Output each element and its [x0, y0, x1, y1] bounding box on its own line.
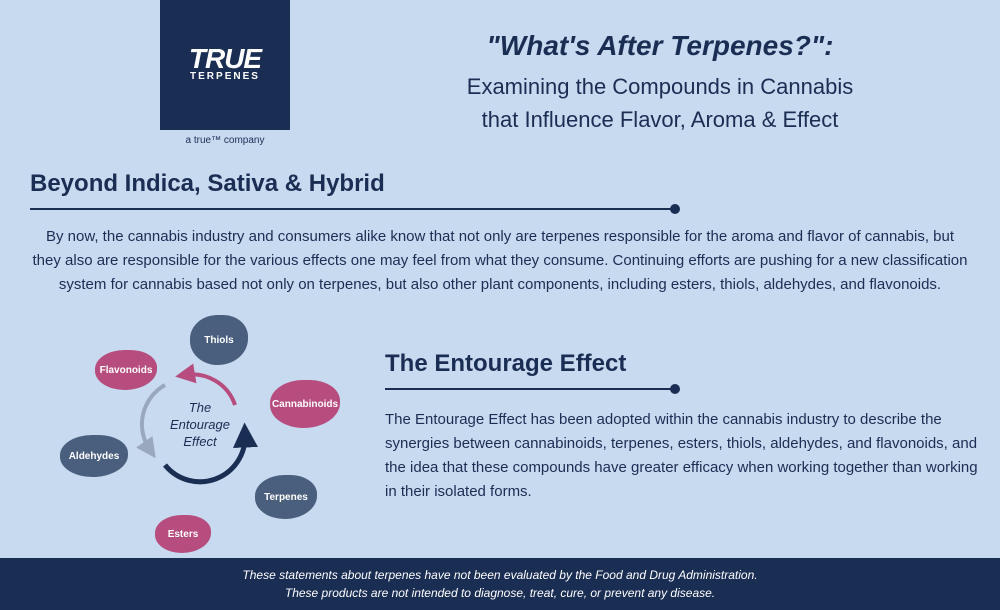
section2-divider: [385, 388, 675, 390]
diagram-center-label: The Entourage Effect: [165, 400, 235, 451]
section2-body: The Entourage Effect has been adopted wi…: [385, 408, 980, 504]
section1-body: By now, the cannabis industry and consum…: [30, 225, 970, 297]
logo-line1: TRUE: [189, 48, 261, 70]
title-sub2: that Influence Flavor, Aroma & Effect: [380, 103, 940, 136]
footer-line2: These products are not intended to diagn…: [0, 584, 1000, 602]
footer-line1: These statements about terpenes have not…: [0, 566, 1000, 584]
section2-heading: The Entourage Effect: [385, 350, 626, 378]
logo-tagline: a true™ company: [160, 135, 290, 146]
logo-block: TRUE TERPENES: [160, 0, 290, 130]
footer: These statements about terpenes have not…: [0, 558, 1000, 610]
title-sub1: Examining the Compounds in Cannabis: [380, 70, 940, 103]
logo-text: TRUE TERPENES: [189, 48, 261, 81]
section1-divider: [30, 208, 675, 210]
logo-line2: TERPENES: [189, 71, 261, 82]
title-block: "What's After Terpenes?": Examining the …: [380, 30, 940, 136]
section1-heading: Beyond Indica, Sativa & Hybrid: [30, 170, 385, 198]
entourage-diagram: The Entourage Effect ThiolsFlavonoidsCan…: [40, 310, 360, 550]
diagram-center-text: The Entourage Effect: [170, 400, 230, 449]
title-main: "What's After Terpenes?":: [380, 30, 940, 62]
